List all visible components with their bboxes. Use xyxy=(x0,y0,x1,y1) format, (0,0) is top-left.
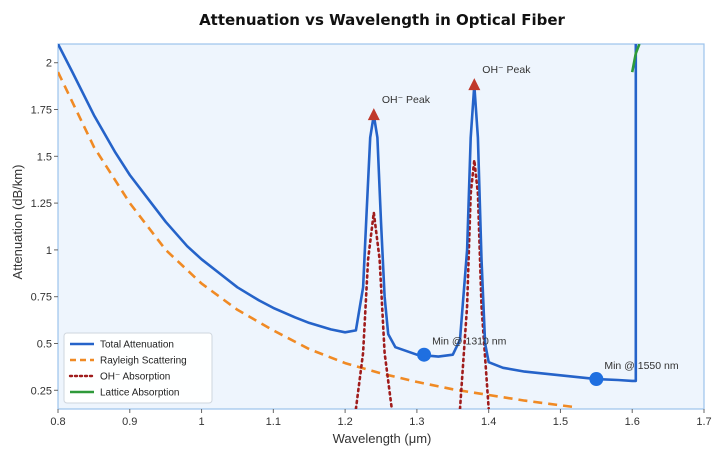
y-tick-label-3: 1 xyxy=(46,245,52,257)
peak-marker-2 xyxy=(468,78,481,91)
y-tick-label-6: 1.75 xyxy=(31,105,52,117)
x-tick-label-7: 1.5 xyxy=(553,416,568,428)
peak-annotation-2: OH⁻ Peak xyxy=(482,64,531,76)
series-oh-absorption-line-2 xyxy=(458,158,490,409)
x-tick-label-5: 1.3 xyxy=(409,416,424,428)
marker-layer: OH⁻ Peak OH⁻ Peak Min @ 1310 nm Min @ 1550 … xyxy=(367,64,679,387)
x-tick-label-9: 1.7 xyxy=(696,416,711,428)
min-annotation-3: Min @ 1310 nm xyxy=(432,336,507,348)
legend-label-lattice-absorption: Lattice Absorption xyxy=(100,388,180,399)
legend-box xyxy=(63,332,213,404)
peak-annotation-1: OH⁻ Peak xyxy=(382,94,431,106)
y-tick-label-7: 2 xyxy=(46,58,52,70)
y-tick-label-0: 0.25 xyxy=(31,385,52,397)
x-tick-label-8: 1.6 xyxy=(625,416,640,428)
x-tick-label-0: 0.8 xyxy=(50,416,65,428)
x-axis-label: Wavelength (μm) xyxy=(333,431,432,446)
min-marker-4 xyxy=(589,372,604,387)
series-rayleigh-scattering-line xyxy=(58,71,575,409)
x-axis-ticks: 0.8 0.9 1 1.1 1.2 1.3 1.4 1.5 1.6 1.7 xyxy=(50,409,712,428)
series-lattice-absorption-line xyxy=(630,44,641,73)
legend-label-total-attenuation: Total Attenuation xyxy=(100,340,174,351)
y-tick-label-2: 0.75 xyxy=(31,292,52,304)
x-tick-label-4: 1.2 xyxy=(337,416,352,428)
x-tick-label-2: 1 xyxy=(198,416,204,428)
y-tick-label-5: 1.5 xyxy=(37,151,52,163)
legend-label-oh-absorption: OH⁻ Absorption xyxy=(100,372,170,383)
series-oh-absorption-line-1 xyxy=(354,211,394,409)
y-tick-label-4: 1.25 xyxy=(31,198,52,210)
series-layer xyxy=(58,44,641,409)
x-tick-label-3: 1.1 xyxy=(266,416,281,428)
x-tick-label-1: 0.9 xyxy=(122,416,137,428)
min-marker-3 xyxy=(417,347,432,362)
peak-marker-1 xyxy=(367,108,380,121)
series-total-attenuation-line xyxy=(58,44,638,383)
min-annotation-4: Min @ 1550 nm xyxy=(604,360,679,372)
y-axis-label: Attenuation (dB/km) xyxy=(10,165,25,280)
legend-label-rayleigh-scattering: Rayleigh Scattering xyxy=(100,356,187,367)
y-axis-ticks: 0.25 0.5 0.75 1 1.25 1.5 1.75 2 xyxy=(31,58,58,397)
y-tick-label-1: 0.5 xyxy=(37,338,52,350)
chart-title: Attenuation vs Wavelength in Optical Fib… xyxy=(199,11,565,29)
x-tick-label-6: 1.4 xyxy=(481,416,496,428)
legend: Total Attenuation Rayleigh Scattering OH⁻ … xyxy=(63,332,213,404)
